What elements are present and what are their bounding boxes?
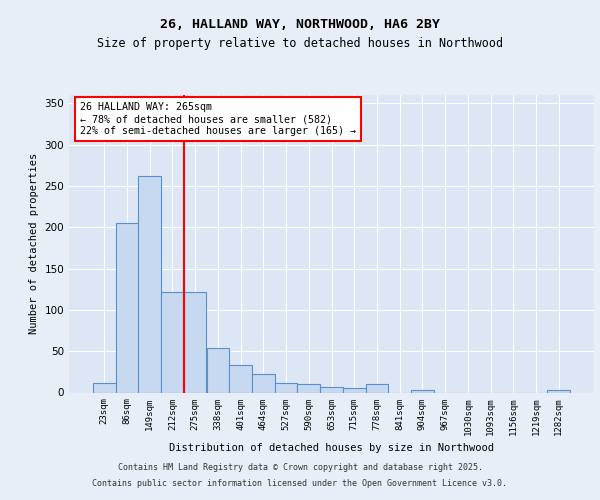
Bar [161,292,184,392]
Bar [139,176,161,392]
Bar [320,386,343,392]
Bar [343,388,365,392]
Text: Contains public sector information licensed under the Open Government Licence v3: Contains public sector information licen… [92,478,508,488]
X-axis label: Distribution of detached houses by size in Northwood: Distribution of detached houses by size … [169,444,494,454]
Bar [547,390,570,392]
Text: 26 HALLAND WAY: 265sqm
← 78% of detached houses are smaller (582)
22% of semi-de: 26 HALLAND WAY: 265sqm ← 78% of detached… [79,102,355,136]
Bar [206,348,229,393]
Text: 26, HALLAND WAY, NORTHWOOD, HA6 2BY: 26, HALLAND WAY, NORTHWOOD, HA6 2BY [160,18,440,30]
Bar [275,382,298,392]
Bar [365,384,388,392]
Y-axis label: Number of detached properties: Number of detached properties [29,153,39,334]
Bar [116,223,139,392]
Text: Size of property relative to detached houses in Northwood: Size of property relative to detached ho… [97,38,503,51]
Bar [184,292,206,392]
Bar [229,365,252,392]
Bar [252,374,275,392]
Text: Contains HM Land Registry data © Crown copyright and database right 2025.: Contains HM Land Registry data © Crown c… [118,464,482,472]
Bar [93,382,116,392]
Bar [411,390,434,392]
Bar [298,384,320,392]
